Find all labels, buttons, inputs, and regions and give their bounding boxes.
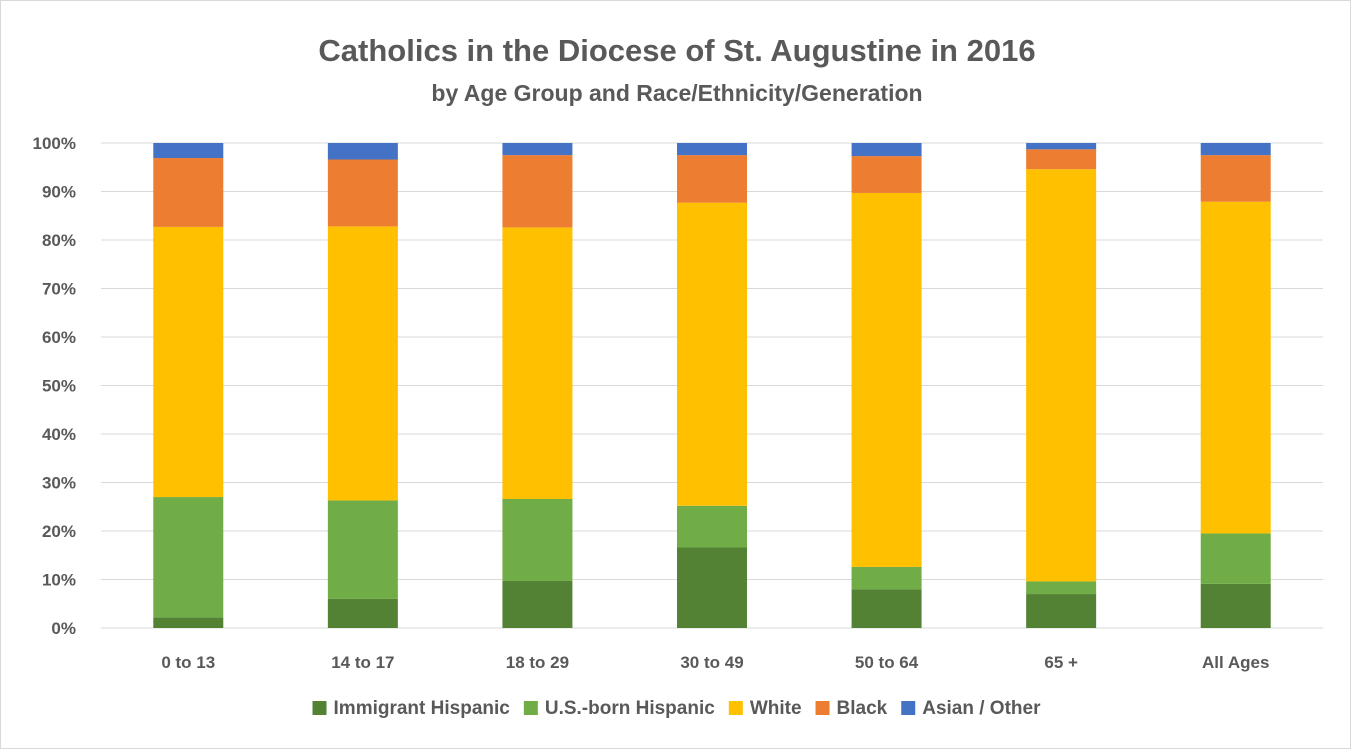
legend-label: White [750, 698, 802, 719]
y-tick-label: 20% [42, 522, 76, 541]
y-tick-label: 100% [33, 134, 76, 153]
bar-segment [1026, 594, 1097, 628]
y-tick-label: 50% [42, 377, 76, 396]
x-tick-label: 30 to 49 [680, 653, 743, 672]
bar-segment [502, 580, 573, 628]
y-tick-label: 10% [42, 571, 76, 590]
legend-item: Black [815, 698, 888, 719]
y-tick-label: 40% [42, 425, 76, 444]
y-tick-label: 70% [42, 280, 76, 299]
legend-item: U.S.-born Hispanic [523, 698, 715, 719]
bar-segment [1026, 169, 1097, 582]
legend-label: Immigrant Hispanic [334, 698, 511, 719]
x-tick-label: 18 to 29 [506, 653, 569, 672]
legend-item: Immigrant Hispanic [312, 698, 511, 719]
bar-segment [153, 158, 224, 227]
legend-label: Black [837, 698, 888, 719]
x-tick-label: 50 to 64 [855, 653, 919, 672]
bar-segment [851, 589, 922, 628]
bar-segment [1200, 201, 1271, 534]
bar-segment [153, 497, 224, 618]
bar-segment [1200, 533, 1271, 584]
bar-segment [1200, 155, 1271, 202]
chart-title: Catholics in the Diocese of St. Augustin… [318, 33, 1035, 68]
legend-swatch [728, 701, 743, 715]
x-tick-label: 0 to 13 [161, 653, 215, 672]
bar-segment [1200, 143, 1271, 156]
bar-segment [1026, 143, 1097, 150]
bar-segment [153, 226, 224, 498]
bars [153, 143, 1271, 628]
bar-segment [677, 143, 747, 156]
bar-segment [502, 143, 573, 156]
legend-label: Asian / Other [922, 698, 1041, 719]
bar-segment [677, 505, 747, 548]
bar-segment [851, 156, 922, 193]
legend: Immigrant Hispanic U.S.-born Hispanic Whit… [312, 698, 1041, 719]
y-tick-label: 60% [42, 328, 76, 347]
bar-segment [327, 159, 398, 227]
bar-segment [677, 547, 747, 628]
legend-swatch [523, 701, 538, 715]
bar-segment [851, 143, 922, 157]
x-axis-ticks: 0 to 13 14 to 17 18 to 29 30 to 49 50 to 64 6… [161, 653, 1269, 672]
x-tick-label: 14 to 17 [331, 653, 394, 672]
y-axis-ticks: 0% 10% 20% 30% 40% 50% 60% 70% 80% 90% 100% [33, 134, 76, 638]
bar-segment [327, 598, 398, 628]
bar-segment [502, 155, 573, 228]
legend-swatch [312, 701, 327, 715]
bar-segment [153, 143, 224, 159]
y-tick-label: 80% [42, 231, 76, 250]
bar-segment [851, 192, 922, 567]
bar-segment [677, 202, 747, 506]
bar-segment [327, 143, 398, 160]
bar-segment [502, 498, 573, 581]
legend-item: White [728, 698, 802, 719]
bar-segment [1026, 581, 1097, 595]
bar-segment [851, 566, 922, 590]
bar-segment [1200, 583, 1271, 628]
bar-segment [1026, 149, 1097, 170]
bar-segment [502, 227, 573, 499]
y-tick-label: 30% [42, 474, 76, 493]
bar-segment [327, 226, 398, 501]
bar-segment [677, 155, 747, 203]
chart-subtitle: by Age Group and Race/Ethnicity/Generati… [431, 80, 922, 106]
bar-segment [327, 500, 398, 599]
x-tick-label: All Ages [1202, 653, 1269, 672]
legend-item: Asian / Other [901, 698, 1041, 719]
x-tick-label: 65 + [1044, 653, 1078, 672]
legend-label: U.S.-born Hispanic [545, 698, 715, 719]
bar-segment [153, 617, 224, 628]
y-tick-label: 90% [42, 183, 76, 202]
legend-swatch [815, 701, 830, 715]
y-tick-label: 0% [51, 619, 76, 638]
legend-swatch [901, 701, 916, 715]
